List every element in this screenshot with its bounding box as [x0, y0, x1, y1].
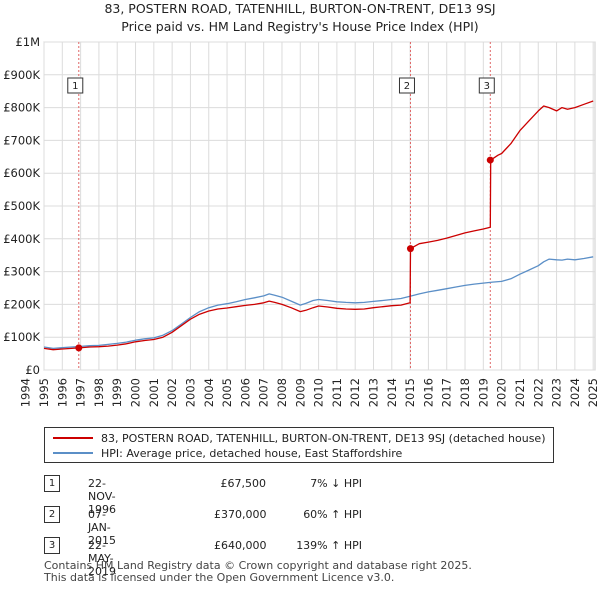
transaction-label: 3 — [484, 81, 490, 92]
y-tick-label: £700K — [3, 133, 40, 147]
x-tick-label: 1999 — [110, 378, 124, 407]
transaction-number: 1 — [44, 475, 60, 492]
transaction-label: 2 — [404, 81, 410, 92]
property-price-line — [43, 100, 594, 351]
chart-legend: 83, POSTERN ROAD, TATENHILL, BURTON-ON-T… — [44, 427, 554, 463]
transaction-price: £640,000 — [214, 539, 267, 552]
legend-label-property: 83, POSTERN ROAD, TATENHILL, BURTON-ON-T… — [101, 431, 546, 445]
x-tick-label: 2011 — [330, 378, 344, 407]
footer-line-copyright: Contains HM Land Registry data © Crown c… — [44, 559, 472, 572]
y-tick-label: £900K — [3, 68, 40, 82]
x-tick-label: 2001 — [147, 378, 161, 407]
x-tick-label: 2012 — [348, 378, 362, 407]
y-tick-label: £100K — [3, 330, 40, 344]
footer-line-licence: This data is licensed under the Open Gov… — [44, 571, 395, 584]
x-tick-label: 2010 — [312, 378, 326, 407]
transaction-date: 22-NOV-1996 — [88, 477, 116, 516]
transaction-hpi: 7% ↓ HPI — [310, 477, 362, 490]
x-tick-label: 2009 — [293, 378, 307, 407]
y-tick-label: £1M — [15, 35, 40, 49]
x-tick-label: 2021 — [513, 378, 527, 407]
x-tick-label: 1997 — [74, 378, 88, 407]
x-tick-label: 2005 — [220, 378, 234, 407]
hpi-line — [43, 256, 594, 350]
y-tick-label: £0 — [25, 363, 40, 377]
x-tick-label: 2015 — [403, 378, 417, 407]
footer-attribution: Contains HM Land Registry data © Crown c… — [44, 560, 472, 584]
transaction-point — [75, 344, 83, 352]
x-tick-label: 2022 — [531, 378, 545, 407]
x-tick-label: 1995 — [37, 378, 51, 407]
transaction-label-box — [398, 77, 415, 94]
transaction-date: 07-JAN-2015 — [88, 508, 116, 547]
transaction-number: 2 — [44, 506, 60, 523]
x-tick-label: 2007 — [257, 378, 271, 407]
y-tick-label: £200K — [3, 297, 40, 311]
x-tick-label: 2025 — [586, 378, 600, 407]
transaction-hpi: 60% ↑ HPI — [303, 508, 362, 521]
y-tick-label: £300K — [3, 265, 40, 279]
legend-line-property — [53, 437, 93, 439]
transaction-number: 3 — [44, 537, 60, 554]
price-chart: 83, POSTERN ROAD, TATENHILL, BURTON-ON-T… — [3, 1, 600, 407]
x-tick-label: 2023 — [550, 378, 564, 407]
y-tick-label: £500K — [3, 199, 40, 213]
x-tick-label: 1994 — [19, 378, 33, 407]
transaction-label-box — [67, 77, 84, 94]
transaction-price: £370,000 — [214, 508, 267, 521]
transaction-label: 1 — [72, 81, 78, 92]
x-tick-label: 2024 — [568, 378, 582, 407]
chart-title: 83, POSTERN ROAD, TATENHILL, BURTON-ON-T… — [104, 1, 495, 16]
transaction-date: 22-MAY-2019 — [88, 539, 116, 578]
legend-line-hpi — [53, 452, 93, 454]
x-tick-label: 2016 — [421, 378, 435, 407]
y-tick-label: £400K — [3, 232, 40, 246]
x-tick-label: 2013 — [367, 378, 381, 407]
x-tick-label: 2014 — [385, 378, 399, 407]
x-tick-label: 2017 — [440, 378, 454, 407]
x-tick-label: 2018 — [458, 378, 472, 407]
y-tick-label: £800K — [3, 101, 40, 115]
y-tick-label: £600K — [3, 166, 40, 180]
x-tick-label: 1996 — [55, 378, 69, 407]
transaction-hpi: 139% ↑ HPI — [296, 539, 362, 552]
x-tick-label: 2006 — [238, 378, 252, 407]
transaction-point — [406, 245, 414, 253]
x-tick-label: 2019 — [476, 378, 490, 407]
x-tick-label: 1998 — [92, 378, 106, 407]
x-tick-label: 2020 — [495, 378, 509, 407]
transaction-point — [486, 156, 494, 164]
legend-item-property: 83, POSTERN ROAD, TATENHILL, BURTON-ON-T… — [53, 431, 545, 445]
transaction-label-box — [478, 77, 495, 94]
legend-label-hpi: HPI: Average price, detached house, East… — [101, 446, 403, 460]
x-tick-label: 2004 — [202, 378, 216, 407]
x-tick-label: 2002 — [165, 378, 179, 407]
x-tick-label: 2008 — [275, 378, 289, 407]
x-tick-label: 2003 — [183, 378, 197, 407]
x-tick-label: 2000 — [129, 378, 143, 407]
chart-subtitle: Price paid vs. HM Land Registry's House … — [121, 19, 478, 34]
legend-item-hpi: HPI: Average price, detached house, East… — [53, 446, 402, 460]
transaction-price: £67,500 — [220, 477, 267, 490]
